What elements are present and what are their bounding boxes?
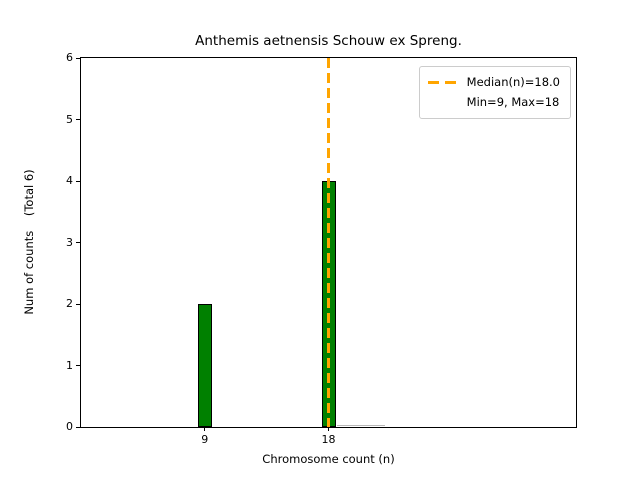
legend-median-label: Median(n)=18.0 [466,75,560,89]
y-tick-label-6: 6 [66,51,73,64]
x-tick-mark-9 [204,427,206,431]
y-tick-label-4: 4 [66,174,73,187]
legend-minmax-label: Min=9, Max=18 [466,95,560,109]
y-tick-label-3: 3 [66,235,73,249]
x-tick-mark-18 [328,427,329,431]
y-tick-mark-1 [76,365,80,366]
empty-swatch [428,101,459,104]
y-tick-mark-4 [76,180,80,182]
y-axis-label: Num of counts (Total 6) [22,169,36,315]
y-tick-label-5: 5 [66,112,73,126]
x-axis-label: Chromosome count (n) [262,452,395,466]
y-tick-mark-6 [76,57,80,59]
y-tick-mark-2 [76,303,80,305]
chart-title: Anthemis aetnensis Schouw ex Spreng. [195,33,462,49]
bar-n9 [198,304,212,427]
y-tick-mark-0 [76,426,80,428]
y-tick-mark-5 [76,119,80,120]
legend-entry-median: Median(n)=18.0 [427,72,560,92]
median-dashed-line [327,58,330,427]
y-tick-label-2: 2 [66,297,73,310]
y-tick-label-1: 1 [66,358,73,372]
y-tick-label-0: 0 [66,420,73,433]
plot-area: 0 1 2 3 4 5 6 9 18 Median(n)=18.0 Min=9, Max=18 [66,51,577,446]
legend-box: Median(n)=18.0 Min=9, Max=18 [418,66,571,119]
x-tick-label-18: 18 [321,433,336,446]
y-tick-mark-3 [76,242,80,243]
x-tick-label-9: 9 [201,433,209,446]
legend-entry-minmax: Min=9, Max=18 [428,92,560,112]
zero-height-bar-artifact [337,425,385,426]
median-dash-swatch [427,80,459,84]
